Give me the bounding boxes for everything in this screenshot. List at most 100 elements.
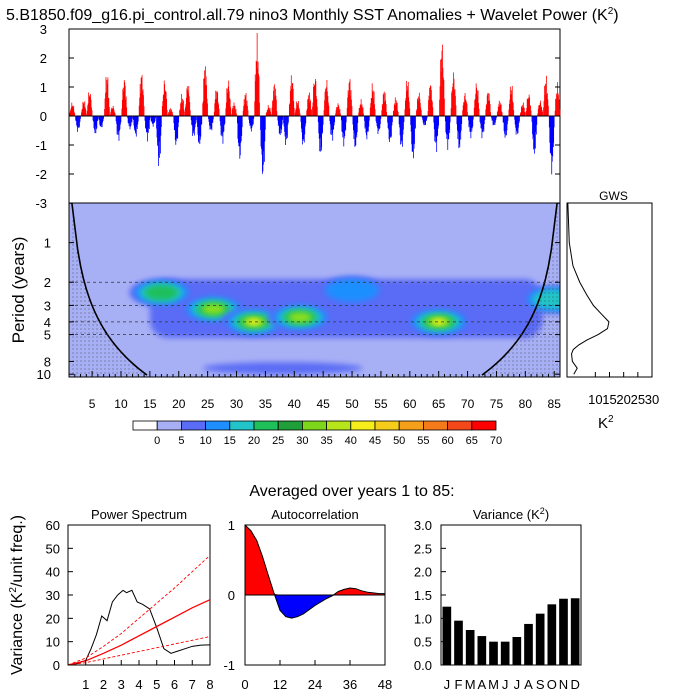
anomaly-bar: [244, 104, 246, 116]
anomaly-bar: [458, 116, 460, 145]
anomaly-bar: [339, 109, 341, 116]
anomaly-bar: [517, 116, 518, 134]
anomaly-bar: [393, 104, 395, 116]
anomaly-bar: [409, 108, 411, 116]
anomaly-bar: [120, 116, 122, 123]
anomaly-bar: [469, 116, 471, 132]
anomaly-bar: [128, 116, 130, 127]
gws-x-label-base: K: [598, 415, 608, 432]
anomaly-bar: [165, 91, 167, 116]
anomaly-bar: [143, 106, 145, 116]
anomaly-bar: [258, 73, 259, 116]
anomaly-bar: [427, 111, 429, 116]
anomaly-bar: [133, 116, 135, 131]
anomaly-bar: [350, 96, 351, 116]
ps-y-tick-label: 50: [46, 541, 60, 556]
anomaly-bar: [424, 116, 426, 125]
anomaly-bar: [428, 100, 429, 116]
ps-y-label-base: Variance (K: [9, 592, 26, 675]
anomaly-bar: [225, 108, 227, 116]
anomaly-bar: [547, 99, 549, 116]
anomaly-bar: [558, 94, 559, 116]
variance-chart: Variance (K2)0.00.51.01.52.02.53.0J F M A M J…: [414, 506, 582, 692]
colorbar-cell: [301, 420, 327, 431]
var-y-tick-label: 1.5: [414, 588, 432, 603]
anomaly-bar: [546, 94, 548, 116]
anomaly-bar: [498, 100, 500, 116]
anomaly-bar: [457, 116, 459, 140]
anomaly-bar: [518, 116, 519, 128]
variance-bar: [512, 637, 522, 665]
anomaly-bar: [303, 116, 305, 143]
anomaly-bar: [514, 116, 516, 120]
anomaly-bar: [340, 113, 341, 116]
anomaly-bar: [284, 116, 285, 132]
anomaly-bar: [195, 116, 197, 121]
anomaly-bar: [107, 84, 108, 116]
anomaly-bar: [140, 77, 142, 116]
anomaly-bar: [347, 90, 349, 116]
anomaly-bar: [236, 116, 238, 124]
anomaly-bar: [181, 93, 182, 116]
anomaly-bar: [302, 116, 304, 140]
anomaly-bar: [404, 100, 406, 116]
anomaly-bar: [385, 104, 387, 116]
anomaly-bar: [343, 116, 345, 147]
anomaly-bar: [452, 87, 453, 116]
anomaly-bar: [222, 116, 223, 135]
anomaly-bar: [70, 107, 72, 116]
anomaly-bar: [389, 116, 391, 138]
anomaly-bar: [335, 113, 336, 116]
anomaly-bar: [426, 116, 428, 119]
anomaly-bar: [550, 116, 552, 154]
anomaly-bar: [290, 75, 292, 116]
y-tick-label: 3: [40, 22, 47, 37]
anomaly-bar: [96, 116, 98, 129]
anomaly-bar: [504, 116, 505, 134]
anomaly-bar: [556, 93, 557, 116]
anomaly-bar: [324, 100, 325, 116]
anomaly-bar: [140, 93, 142, 116]
anomaly-bar: [267, 110, 269, 116]
anomaly-bar: [157, 116, 158, 146]
anomaly-bar: [81, 112, 82, 116]
anomaly-bar: [235, 109, 237, 116]
anomaly-bar: [316, 99, 318, 116]
anomaly-bar: [265, 113, 267, 116]
anomaly-bar: [306, 108, 308, 116]
anomaly-bar: [148, 116, 150, 130]
anomaly-bar: [73, 105, 75, 116]
anomaly-bar: [384, 101, 386, 116]
anomaly-bar: [93, 116, 95, 129]
ac-y-tick-label: 0: [228, 588, 235, 603]
anomaly-bar: [345, 116, 347, 123]
anomaly-bar: [474, 98, 476, 116]
anomaly-bar: [206, 85, 207, 116]
anomaly-bar: [478, 108, 480, 116]
anomaly-bar: [507, 116, 509, 121]
anomaly-bar: [183, 100, 184, 116]
anomaly-bar: [148, 116, 150, 128]
anomaly-bar: [336, 107, 337, 116]
anomaly-bar: [327, 102, 329, 116]
anomaly-bar: [279, 116, 281, 134]
anomaly-bar: [559, 109, 561, 116]
anomaly-bar: [358, 112, 360, 116]
anomaly-bar: [394, 103, 396, 116]
anomaly-bar: [198, 116, 200, 143]
anomaly-bar: [180, 102, 182, 116]
anomaly-bar: [320, 116, 322, 152]
anomaly-bar: [199, 116, 201, 140]
anomaly-bar: [443, 98, 445, 116]
anomaly-bar: [470, 116, 472, 139]
year-tick-label: 10: [114, 397, 128, 411]
anomaly-bar: [548, 116, 550, 128]
anomaly-bar: [507, 116, 508, 125]
anomaly-bar: [325, 91, 327, 116]
anomaly-bar: [382, 105, 384, 116]
anomaly-bar: [492, 116, 494, 126]
coi-shade-right: [482, 203, 560, 377]
anomaly-bar: [141, 77, 142, 116]
anomaly-bar: [113, 108, 115, 116]
anomaly-bar: [198, 116, 200, 136]
